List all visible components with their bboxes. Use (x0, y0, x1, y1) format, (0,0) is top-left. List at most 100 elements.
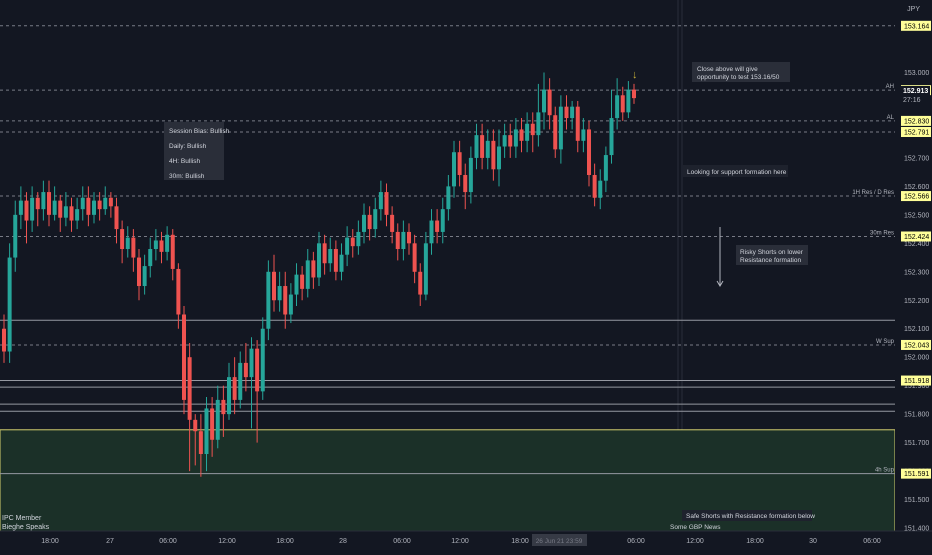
candle-body[interactable] (542, 89, 546, 113)
candle-body[interactable] (103, 197, 108, 210)
bias-box[interactable] (164, 122, 224, 180)
candle-body[interactable] (75, 209, 80, 221)
candle-body[interactable] (502, 135, 507, 147)
candle-body[interactable] (47, 192, 51, 215)
candle-body[interactable] (412, 243, 417, 272)
candle-body[interactable] (210, 408, 215, 440)
candle-body[interactable] (221, 399, 226, 415)
candle-body[interactable] (86, 197, 91, 215)
candle-body[interactable] (367, 214, 372, 230)
candle-body[interactable] (120, 229, 125, 250)
candle-body[interactable] (575, 106, 580, 141)
candle-body[interactable] (378, 192, 383, 210)
candle-body[interactable] (198, 431, 203, 454)
candle-body[interactable] (390, 214, 395, 232)
candle-body[interactable] (92, 200, 96, 215)
candle-body[interactable] (204, 408, 209, 454)
time-axis[interactable] (0, 531, 932, 550)
candle-body[interactable] (474, 135, 479, 158)
candle-body[interactable] (311, 260, 316, 278)
candle-body[interactable] (125, 237, 130, 250)
candle-body[interactable] (300, 274, 305, 289)
candle-body[interactable] (615, 95, 620, 119)
candle-body[interactable] (384, 192, 389, 215)
candle-body[interactable] (435, 220, 440, 232)
candle-body[interactable] (24, 200, 29, 221)
candle-body[interactable] (260, 328, 265, 392)
candle-body[interactable] (182, 314, 186, 400)
candle-body[interactable] (452, 152, 456, 187)
candle-body[interactable] (232, 377, 237, 400)
candle-body[interactable] (480, 135, 485, 158)
candle-body[interactable] (97, 200, 102, 210)
candle-body[interactable] (13, 214, 18, 258)
candle-body[interactable] (2, 328, 6, 352)
candle-body[interactable] (18, 200, 23, 215)
candle-body[interactable] (429, 220, 434, 244)
candle-body[interactable] (423, 243, 428, 295)
candle-body[interactable] (440, 209, 445, 232)
annotation-box[interactable] (692, 62, 790, 82)
candle-body[interactable] (305, 260, 310, 289)
candle-body[interactable] (243, 362, 248, 378)
candle-body[interactable] (272, 271, 276, 301)
candle-body[interactable] (328, 249, 333, 264)
candle-body[interactable] (598, 180, 603, 198)
candle-body[interactable] (457, 152, 462, 175)
candle-body[interactable] (288, 294, 293, 315)
candle-body[interactable] (322, 243, 327, 264)
candle-body[interactable] (215, 399, 220, 440)
candle-body[interactable] (395, 231, 400, 250)
candle-body[interactable] (108, 197, 113, 207)
candle-body[interactable] (176, 268, 181, 315)
candle-body[interactable] (350, 237, 355, 247)
candle-body[interactable] (362, 214, 366, 232)
candle-body[interactable] (165, 234, 170, 252)
candle-body[interactable] (581, 129, 586, 141)
candle-body[interactable] (553, 115, 558, 150)
candle-body[interactable] (35, 197, 40, 210)
candle-body[interactable] (356, 231, 361, 247)
candle-body[interactable] (463, 174, 468, 193)
candle-body[interactable] (58, 200, 63, 218)
candle-body[interactable] (41, 192, 46, 210)
candle-body[interactable] (530, 123, 535, 136)
candle-body[interactable] (519, 129, 524, 141)
candle-body[interactable] (238, 362, 243, 400)
candle-body[interactable] (626, 89, 631, 113)
candle-body[interactable] (283, 286, 288, 315)
candle-body[interactable] (193, 419, 198, 432)
candle-body[interactable] (407, 231, 411, 244)
candle-body[interactable] (525, 123, 530, 141)
candle-body[interactable] (170, 234, 175, 269)
candle-body[interactable] (266, 271, 271, 329)
candle-body[interactable] (497, 146, 501, 170)
candle-body[interactable] (114, 206, 119, 230)
candle-body[interactable] (632, 89, 636, 99)
candle-body[interactable] (52, 200, 57, 215)
candle-body[interactable] (587, 129, 591, 175)
candle-body[interactable] (446, 186, 451, 210)
candle-body[interactable] (80, 197, 85, 210)
candle-body[interactable] (148, 249, 153, 267)
candle-body[interactable] (255, 348, 260, 392)
annotation-box[interactable] (736, 245, 808, 265)
candle-body[interactable] (620, 95, 625, 113)
candle-body[interactable] (63, 206, 68, 218)
candle-body[interactable] (294, 274, 299, 295)
candle-body[interactable] (69, 206, 74, 221)
candle-body[interactable] (536, 112, 541, 136)
candle-body[interactable] (7, 257, 12, 352)
candle-body[interactable] (592, 174, 597, 198)
candle-body[interactable] (137, 257, 141, 287)
candle-body[interactable] (401, 231, 406, 250)
candle-body[interactable] (547, 89, 552, 116)
candle-body[interactable] (564, 106, 569, 119)
candle-body[interactable] (187, 357, 192, 420)
candle-body[interactable] (485, 140, 490, 158)
candle-body[interactable] (508, 135, 513, 147)
candle-body[interactable] (345, 237, 350, 255)
candle-body[interactable] (603, 155, 608, 181)
annotation-box[interactable] (683, 165, 788, 177)
annotation-box[interactable] (682, 510, 812, 521)
